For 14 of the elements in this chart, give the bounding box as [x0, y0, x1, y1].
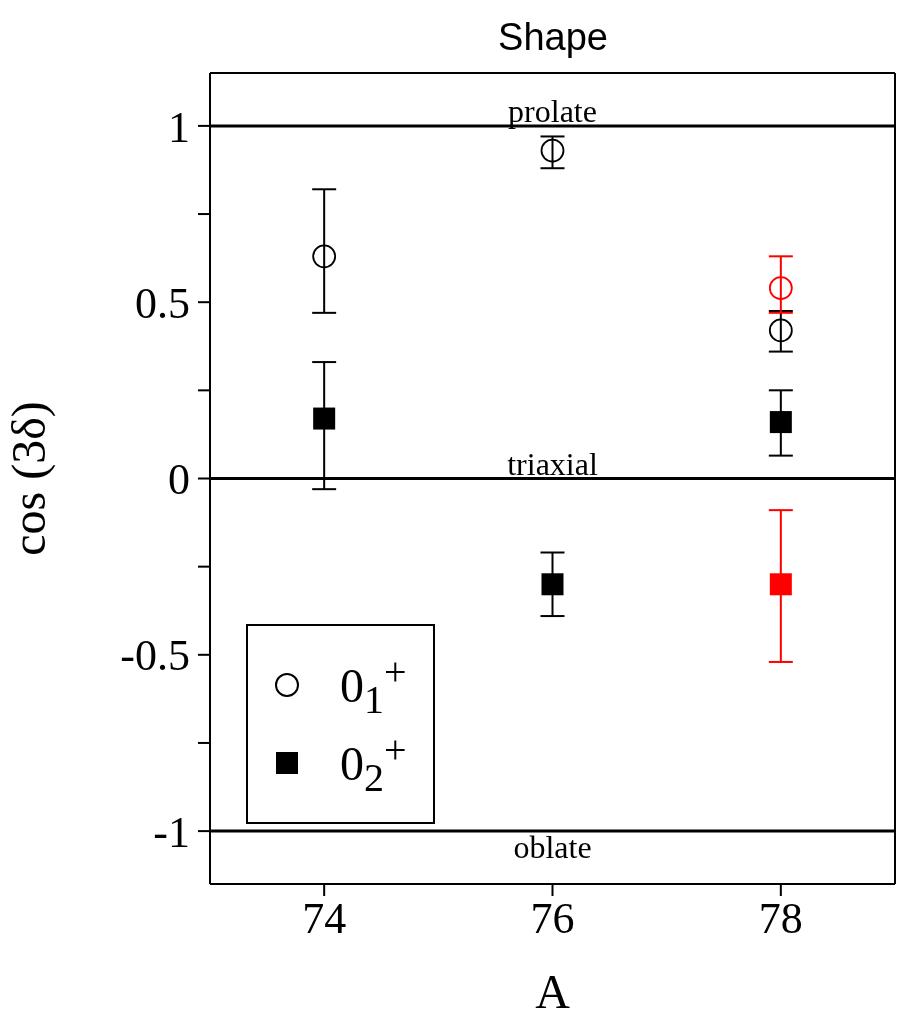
ref-line-label: oblate	[513, 828, 592, 865]
x-tick-label: 76	[530, 894, 575, 944]
chart-title: Shape	[498, 16, 608, 58]
x-tick-label: 74	[302, 894, 347, 944]
x-tick-label: 78	[758, 894, 803, 944]
y-tick-label: 0.5	[135, 278, 190, 328]
y-tick-label: 1	[168, 102, 190, 152]
y-tick-label: 0	[168, 455, 190, 505]
y-axis-title: cos (3δ)	[2, 401, 57, 556]
ref-line-label: prolate	[508, 92, 597, 129]
ref-line-label: triaxial	[507, 445, 598, 482]
x-axis-title: A	[535, 965, 571, 1018]
y-tick-label: -0.5	[120, 631, 190, 681]
y-tick-label: -1	[153, 807, 190, 857]
